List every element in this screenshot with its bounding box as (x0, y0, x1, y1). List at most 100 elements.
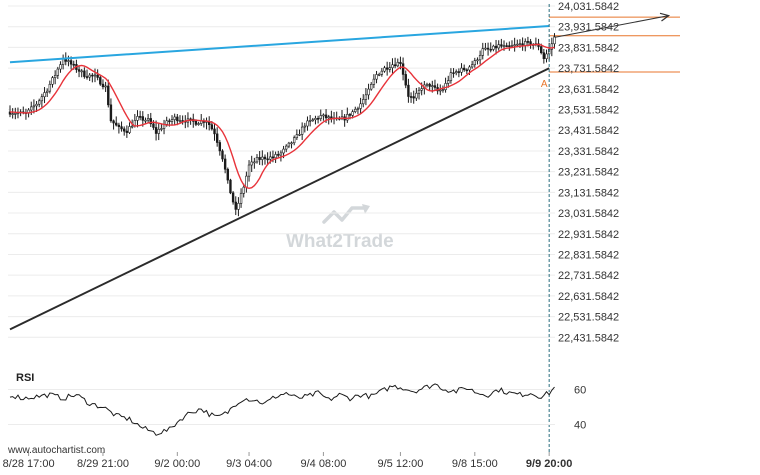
candle-body (144, 119, 147, 122)
candle-body (263, 156, 267, 160)
candle-body (83, 70, 86, 77)
candle-body (290, 142, 293, 145)
candle-body (494, 45, 498, 49)
candle-body (61, 58, 65, 65)
candle-body (165, 120, 168, 125)
candle-body (298, 134, 301, 136)
candle-body (287, 142, 291, 147)
candle-body (292, 137, 296, 144)
candle-body (173, 116, 176, 120)
time-axis: 8/28 17:00 8/29 21:00 9/2 00:00 9/3 04:00 9/… (3, 452, 572, 470)
candle-body (77, 69, 81, 72)
candle-body (462, 67, 466, 71)
candle-body (455, 71, 458, 74)
candle-body (115, 122, 118, 126)
candle-body (170, 119, 174, 122)
candle-body (510, 45, 514, 47)
watermark: What2Trade (286, 204, 394, 252)
candle-body (452, 72, 455, 74)
resistance-trendline (9, 25, 550, 64)
candle-body (383, 67, 386, 72)
candle-body (48, 83, 52, 92)
candle-body (149, 118, 152, 125)
candle-body (481, 48, 484, 56)
candle-body (489, 48, 492, 51)
price-tick-label: 22,431.5842 (558, 332, 619, 344)
candle-body (226, 168, 229, 181)
candle-body (295, 134, 299, 139)
candle-body (539, 46, 543, 54)
candle-body (242, 186, 245, 194)
candle-body (362, 99, 365, 105)
candle-body (282, 148, 285, 154)
rsi-tick-label: 60 (574, 385, 586, 397)
candle-body (154, 127, 158, 134)
rsi-panel: RSI 60 40 (8, 372, 586, 436)
candle-body (545, 53, 548, 59)
candle-body (157, 128, 160, 134)
candle-body (218, 142, 222, 152)
candle-body (56, 68, 60, 76)
candle-body (285, 145, 288, 150)
candle-body (327, 116, 330, 119)
candle-body (470, 64, 474, 68)
candle-body (40, 96, 44, 102)
price-tick-label: 22,731.5842 (558, 270, 619, 282)
candle-body (168, 120, 171, 123)
candle-body (409, 96, 413, 98)
source-footer[interactable]: www.autochartist.com (7, 445, 105, 456)
candle-body (253, 161, 256, 164)
time-tick-label: 9/4 08:00 (300, 458, 346, 470)
time-tick-label: 8/28 17:00 (3, 458, 55, 470)
candle-body (85, 76, 89, 78)
candle-body (444, 83, 447, 90)
candle-body (107, 85, 110, 106)
candle-body (160, 128, 163, 130)
candle-body (431, 85, 434, 87)
candle-body (125, 130, 129, 133)
candle-body (237, 203, 240, 210)
candle-body (407, 84, 410, 97)
candle-body (245, 175, 248, 188)
candle-body (516, 43, 519, 46)
moving-average (9, 43, 555, 190)
candle-body (72, 63, 75, 66)
candle-body (53, 75, 57, 78)
candle-body (428, 83, 431, 87)
candle-body (513, 44, 516, 47)
candle-body (141, 116, 144, 121)
rsi-line (9, 383, 555, 436)
candle-body (136, 116, 139, 121)
candle-body (518, 43, 522, 45)
candle-body (393, 64, 397, 67)
candle-body (14, 113, 17, 115)
candle-body (178, 120, 182, 122)
price-tick-label: 23,631.5842 (558, 84, 619, 96)
moving-average-line (9, 43, 555, 190)
candle-body (375, 74, 378, 80)
candle-body (231, 192, 235, 203)
candle-body (404, 74, 407, 86)
rsi-label: RSI (16, 372, 34, 384)
candle-body (484, 47, 487, 50)
candle-body (303, 125, 307, 128)
rsi-tick-label: 40 (574, 420, 586, 432)
candle-body (38, 100, 41, 105)
candle-body (420, 88, 423, 91)
candle-body (277, 154, 280, 156)
candle-body (354, 108, 357, 112)
candle-body (269, 156, 272, 160)
candle-body (370, 84, 373, 90)
support-trendline (9, 67, 550, 331)
candle-body (261, 156, 264, 160)
projection-arrow-head (659, 12, 671, 22)
candle-body (96, 74, 99, 78)
candle-body (69, 60, 73, 65)
price-tick-label: 23,331.5842 (558, 146, 619, 158)
time-tick-label: 9/9 20:00 (526, 458, 572, 470)
price-tick-label: 22,531.5842 (558, 312, 619, 324)
price-tick-label: 22,831.5842 (558, 249, 619, 261)
candle-body (417, 89, 421, 94)
candle-body (239, 193, 243, 204)
candle-body (138, 116, 142, 118)
